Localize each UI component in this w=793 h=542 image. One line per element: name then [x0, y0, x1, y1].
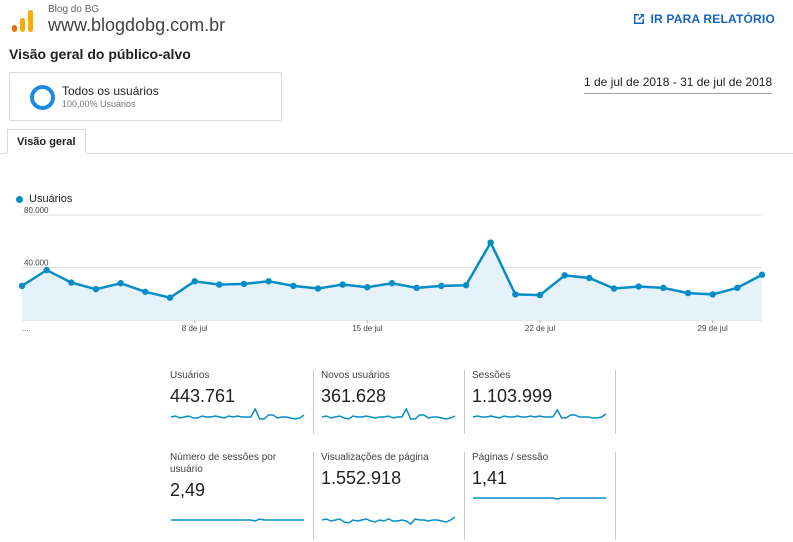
- data-point: [660, 284, 667, 292]
- metric-value: 1.103.999: [472, 386, 553, 406]
- data-point: [240, 280, 248, 288]
- y-tick-label: 40.000: [24, 259, 49, 268]
- metric-sparkline: [171, 518, 304, 522]
- data-point: [92, 285, 100, 293]
- data-point: [462, 282, 470, 289]
- x-tick-label: 29 de jul: [698, 324, 728, 333]
- x-tick-label: 22 de jul: [525, 324, 555, 333]
- segment-card[interactable]: Todos os usuários 100,00% Usuários: [9, 72, 282, 121]
- area-fill: [22, 242, 762, 320]
- data-point: [438, 282, 445, 290]
- metric-tile[interactable]: Páginas / sessão 1,41: [466, 452, 616, 540]
- data-point: [339, 281, 346, 288]
- x-tick-label: ...: [22, 324, 29, 333]
- metric-sparkline: [170, 408, 305, 420]
- data-point: [43, 266, 50, 274]
- data-point: [512, 291, 519, 298]
- sparkline-path: [472, 408, 607, 419]
- data-point: [388, 280, 396, 287]
- metric-tile[interactable]: Usuários 443.761: [164, 370, 314, 434]
- data-point: [758, 271, 766, 278]
- account-name: Blog do BG: [48, 4, 100, 15]
- metric-sparkline: [321, 408, 456, 420]
- data-point: [191, 278, 198, 285]
- data-point: [635, 283, 642, 290]
- metric-sparkline: [321, 516, 456, 525]
- open-report-link[interactable]: IR PARA RELATÓRIO: [632, 12, 775, 26]
- open-report-label: IR PARA RELATÓRIO: [650, 12, 775, 26]
- data-point: [216, 281, 223, 288]
- data-point: [68, 279, 75, 286]
- data-point: [487, 239, 494, 246]
- metric-label: Novos usuários: [321, 370, 390, 381]
- metric-value: 2,49: [170, 480, 206, 500]
- metric-label: Sessões: [472, 370, 511, 381]
- data-point: [709, 291, 716, 298]
- external-link-icon: [634, 14, 645, 24]
- metric-tile[interactable]: Visualizações de página 1.552.918: [315, 452, 465, 540]
- tab-bar: Visão geral: [0, 129, 793, 154]
- analytics-logo-icon: [12, 10, 33, 32]
- data-point: [290, 282, 297, 290]
- metric-tile[interactable]: Número de sessões por usuário 2,49: [164, 452, 314, 540]
- tab-overview[interactable]: Visão geral: [7, 129, 86, 154]
- metric-value: 443.761: [170, 386, 236, 406]
- metric-label: Usuários: [170, 370, 210, 381]
- x-tick-label: 15 de jul: [352, 324, 382, 333]
- sparkline-path: [171, 518, 304, 522]
- property-name: www.blogdobg.com.br: [48, 15, 226, 35]
- sparkline-path: [170, 408, 305, 420]
- metric-value: 1.552.918: [321, 468, 402, 488]
- x-tick-label: 8 de jul: [182, 324, 208, 333]
- sparkline-path: [321, 408, 456, 420]
- report-header: Blog do BG www.blogdobg.com.br IR PARA R…: [0, 0, 793, 44]
- segment-ring-icon: [30, 85, 55, 110]
- data-point: [561, 272, 568, 279]
- metrics-grid: Usuários 443.761 Novos usuários 361.628 Sess…: [164, 370, 624, 540]
- data-point: [734, 284, 741, 292]
- data-point: [413, 284, 420, 292]
- metric-sparkline: [472, 408, 607, 419]
- data-point: [18, 282, 26, 290]
- metric-label: Visualizações de página: [321, 452, 429, 463]
- page-title: Visão geral do público-alvo: [9, 46, 191, 62]
- data-point: [536, 291, 544, 299]
- sparkline-path: [321, 516, 456, 525]
- metric-label: Páginas / sessão: [472, 452, 549, 463]
- metric-value: 1,41: [472, 468, 508, 488]
- date-range-picker[interactable]: 1 de jul de 2018 - 31 de jul de 2018: [584, 75, 773, 94]
- metric-value: 361.628: [321, 386, 387, 406]
- data-point: [117, 280, 124, 287]
- segment-percentage: 100,00% Usuários: [62, 99, 136, 109]
- metric-sparkline: [473, 497, 606, 500]
- sparkline-path: [473, 497, 606, 500]
- data-point: [586, 274, 593, 282]
- users-line-chart[interactable]: 80.000 40.000... 8 de jul 15 de jul 22 de ju…: [0, 205, 793, 345]
- y-tick-label: 80.000: [24, 206, 49, 215]
- chart-legend: Usuários: [16, 193, 72, 205]
- metric-label: Número de sessões por usuário: [170, 452, 277, 475]
- metric-tile[interactable]: Novos usuários 361.628: [315, 370, 465, 434]
- data-point: [364, 283, 371, 291]
- data-point: [610, 285, 618, 292]
- metric-tile[interactable]: Sessões 1.103.999: [466, 370, 616, 434]
- data-point: [166, 294, 174, 301]
- segment-name: Todos os usuários: [62, 84, 159, 98]
- data-point: [142, 288, 149, 295]
- data-point: [265, 278, 272, 285]
- legend-label: Usuários: [29, 193, 73, 205]
- legend-dot-icon: [16, 195, 23, 203]
- data-point: [314, 285, 322, 292]
- data-point: [684, 289, 692, 297]
